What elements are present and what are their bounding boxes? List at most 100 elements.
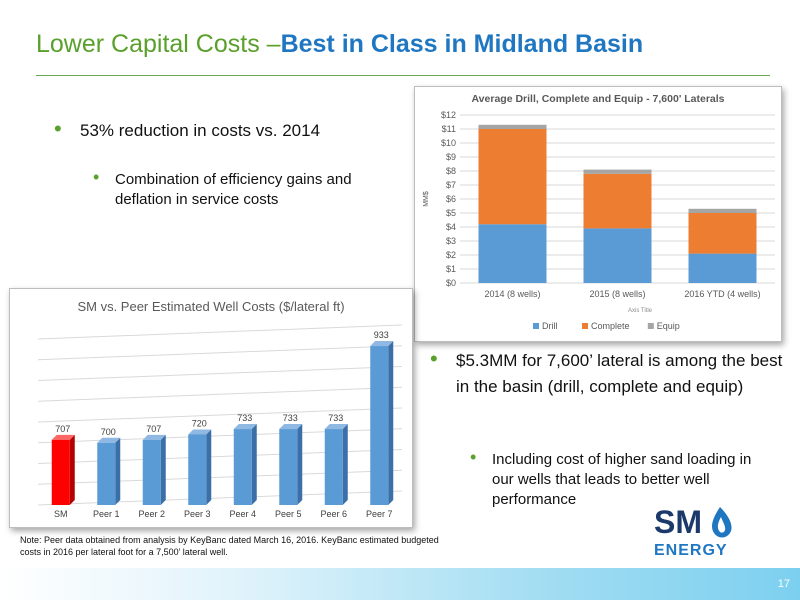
logo-graphic: SM ENERGY	[654, 504, 732, 559]
bar-complete	[688, 213, 757, 254]
peer-bar-chart: SM vs. Peer Estimated Well Costs ($/late…	[37, 299, 403, 519]
y-tick-label: $8	[446, 166, 456, 176]
bullet-1-sub-text: Combination of efficiency gains and defl…	[115, 171, 352, 208]
y-tick-label: $6	[446, 194, 456, 204]
bar-sm	[51, 439, 70, 505]
bar-side	[251, 424, 257, 505]
x-tick-label: Peer 6	[320, 509, 347, 519]
legend-label: Complete	[591, 321, 630, 331]
gridline	[37, 366, 403, 381]
x-tick-label: Peer 7	[366, 509, 393, 519]
footnote: Note: Peer data obtained from analysis b…	[20, 535, 439, 557]
chart-title: Average Drill, Complete and Equip - 7,60…	[471, 93, 724, 105]
data-label: 733	[328, 413, 343, 423]
y-tick-label: $0	[446, 278, 456, 288]
data-label: 700	[101, 427, 116, 437]
x-tick-label: Peer 2	[138, 509, 165, 519]
title-rule	[36, 75, 770, 76]
x-tick-label: Peer 5	[275, 509, 302, 519]
bar-equip	[688, 208, 757, 213]
data-label: 733	[237, 413, 252, 423]
stacked-bar-chart: Average Drill, Complete and Equip - 7,60…	[423, 93, 775, 331]
x-tick-label: SM	[54, 509, 68, 519]
bar-top	[188, 429, 212, 435]
data-label: 933	[374, 330, 389, 340]
bullet-dot: •	[430, 346, 438, 371]
bar-top	[51, 434, 75, 440]
y-tick-label: $3	[446, 236, 456, 246]
y-tick-label: $2	[446, 250, 456, 260]
bullet-2-sub-text: Including cost of higher sand loading in…	[492, 451, 752, 508]
sm-energy-logo: SM ENERGY	[652, 503, 772, 559]
logo-energy-text: ENERGY	[654, 542, 728, 559]
y-tick-label: $4	[446, 222, 456, 232]
x-axis-label: Axis Title	[628, 308, 653, 314]
bullet-2-text: $5.3MM for 7,600’ lateral is among the b…	[456, 351, 783, 396]
bar-peer-4	[233, 429, 252, 505]
y-tick-label: $11	[442, 124, 456, 134]
flame-inner-icon	[717, 517, 726, 533]
bar-drill	[583, 228, 652, 283]
bar-top	[279, 424, 303, 430]
y-axis-label: MM$	[423, 191, 430, 207]
y-tick-label: $7	[446, 180, 456, 190]
bar-peer-1	[97, 442, 116, 505]
bullet-dot: •	[54, 116, 62, 141]
footer-band	[0, 568, 800, 600]
logo-sm-text: SM	[654, 504, 702, 540]
bar-top	[370, 341, 394, 347]
bar-side	[297, 424, 303, 505]
bar-complete	[478, 129, 547, 225]
bar-top	[97, 437, 121, 443]
bar-drill	[688, 253, 757, 283]
x-tick-label: Peer 4	[229, 509, 256, 519]
gridline	[37, 386, 403, 402]
legend-swatch	[647, 323, 654, 329]
x-tick-label: 2014 (8 wells)	[484, 289, 540, 299]
x-tick-label: 2016 YTD (4 wells)	[684, 289, 760, 299]
bullet-1-sub: • Combination of efficiency gains and de…	[93, 167, 377, 210]
bar-side	[342, 424, 348, 505]
bar-equip	[478, 124, 547, 129]
x-tick-label: Peer 3	[184, 509, 211, 519]
bar-equip	[583, 169, 652, 174]
chart-title: SM vs. Peer Estimated Well Costs ($/late…	[77, 299, 344, 314]
y-tick-label: $5	[446, 208, 456, 218]
bar-top	[324, 424, 348, 430]
legend-label: Drill	[542, 321, 558, 331]
chart-drill-complete-equip: Average Drill, Complete and Equip - 7,60…	[414, 86, 782, 342]
y-tick-label: $9	[446, 152, 456, 162]
bar-side	[160, 434, 166, 505]
x-tick-label: 2015 (8 wells)	[589, 289, 645, 299]
bullet-2: • $5.3MM for 7,600’ lateral is among the…	[430, 346, 786, 400]
page-number: 17	[777, 578, 790, 590]
bar-side	[206, 429, 212, 505]
legend-swatch	[533, 323, 539, 329]
data-label: 720	[192, 418, 207, 428]
bar-top	[142, 434, 166, 440]
bullet-dot: •	[470, 447, 477, 467]
bullet-dot: •	[93, 167, 100, 187]
bullet-1: • 53% reduction in costs vs. 2014	[54, 117, 410, 142]
bar-peer-3	[188, 434, 207, 505]
bar-peer-7	[370, 346, 389, 505]
bar-side	[115, 437, 121, 505]
data-label: 707	[146, 424, 161, 434]
gridline	[37, 324, 403, 340]
bullet-2-sub: • Including cost of higher sand loading …	[470, 447, 762, 510]
bar-peer-6	[324, 429, 343, 505]
bar-side	[388, 341, 394, 505]
bar-side	[69, 434, 75, 505]
bar-peer-5	[279, 429, 298, 505]
gridline	[37, 407, 403, 423]
y-tick-label: $12	[441, 110, 456, 120]
slide-title: Lower Capital Costs –Best in Class in Mi…	[36, 30, 643, 59]
bar-peer-2	[142, 439, 161, 505]
legend-swatch	[582, 323, 588, 329]
title-part-2: Best in Class in Midland Basin	[280, 30, 644, 58]
bar-complete	[583, 173, 652, 229]
title-part-1: Lower Capital Costs –	[36, 30, 281, 58]
bar-drill	[478, 224, 547, 283]
chart-peer-well-costs: SM vs. Peer Estimated Well Costs ($/late…	[9, 288, 413, 528]
bar-top	[233, 424, 257, 430]
